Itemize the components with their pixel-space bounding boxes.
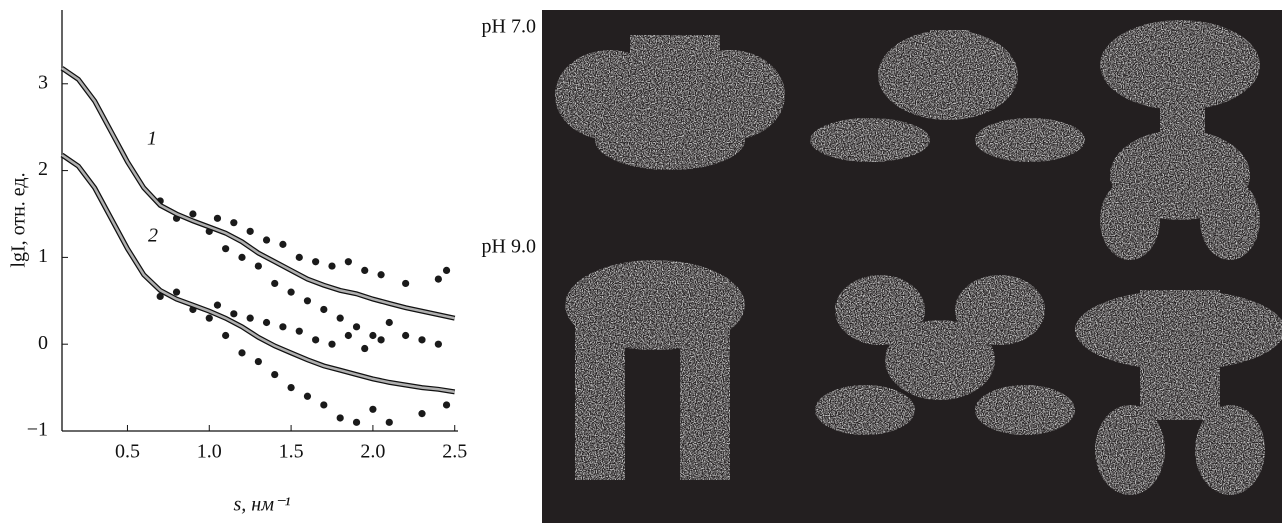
- data-point: [271, 371, 278, 378]
- data-point: [345, 258, 352, 265]
- data-point: [312, 336, 319, 343]
- data-point: [222, 245, 229, 252]
- data-point: [304, 393, 311, 400]
- y-tick-label: −1: [27, 419, 48, 441]
- data-point: [214, 302, 221, 309]
- data-point: [247, 315, 254, 322]
- data-point: [402, 332, 409, 339]
- data-point: [361, 267, 368, 274]
- data-point: [230, 310, 237, 317]
- data-point: [386, 319, 393, 326]
- data-point: [337, 414, 344, 421]
- data-point: [271, 280, 278, 287]
- data-point: [173, 289, 180, 296]
- data-point: [263, 236, 270, 243]
- data-point: [287, 289, 294, 296]
- data-point: [189, 210, 196, 217]
- fit-outline: [62, 155, 455, 392]
- data-point: [304, 297, 311, 304]
- fit-outline: [62, 68, 455, 318]
- data-point: [377, 336, 384, 343]
- data-point: [418, 410, 425, 417]
- data-point: [238, 349, 245, 356]
- row-label: pH 7.0: [482, 16, 536, 38]
- data-point: [296, 328, 303, 335]
- data-point: [222, 332, 229, 339]
- data-point: [435, 341, 442, 348]
- data-point: [328, 341, 335, 348]
- data-point: [337, 315, 344, 322]
- data-point: [206, 315, 213, 322]
- x-tick-label: 1.5: [279, 441, 304, 463]
- data-point: [312, 258, 319, 265]
- figure: pH 7.0 pH 9.0 s, нм⁻¹ lgI, отн. ед. −1 0 1…: [0, 0, 1282, 523]
- x-tick-label: 1.0: [197, 441, 222, 463]
- y-tick-label: 1: [38, 245, 48, 267]
- fit-line: [62, 68, 455, 318]
- data-point: [320, 306, 327, 313]
- curve-label: 2: [148, 225, 158, 247]
- data-point: [255, 358, 262, 365]
- page: pH 7.0 pH 9.0 s, нм⁻¹ lgI, отн. ед. −1 0 1…: [0, 0, 1282, 528]
- x-tick-label: 0.5: [115, 441, 140, 463]
- curve-label: 1: [147, 128, 157, 150]
- data-point: [263, 319, 270, 326]
- y-tick-label: 3: [38, 71, 48, 93]
- data-point: [287, 384, 294, 391]
- y-tick-label: 2: [38, 158, 48, 180]
- data-point: [443, 267, 450, 274]
- row-label: pH 9.0: [482, 236, 536, 258]
- data-point: [328, 262, 335, 269]
- data-point: [255, 262, 262, 269]
- data-point: [361, 345, 368, 352]
- data-point: [214, 215, 221, 222]
- data-point: [345, 332, 352, 339]
- y-axis-label: lgI, отн. ед.: [8, 172, 30, 267]
- data-point: [230, 219, 237, 226]
- fit-line: [62, 155, 455, 392]
- data-point: [402, 280, 409, 287]
- data-point: [369, 406, 376, 413]
- data-point: [369, 332, 376, 339]
- data-point: [279, 323, 286, 330]
- data-point: [279, 241, 286, 248]
- data-point: [386, 419, 393, 426]
- data-point: [238, 254, 245, 261]
- x-tick-label: 2.5: [442, 441, 467, 463]
- x-tick-label: 2.0: [360, 441, 385, 463]
- data-point: [247, 228, 254, 235]
- data-point: [435, 275, 442, 282]
- data-point: [353, 323, 360, 330]
- data-point: [418, 336, 425, 343]
- data-point: [296, 254, 303, 261]
- data-point: [377, 271, 384, 278]
- data-point: [320, 401, 327, 408]
- data-point: [443, 401, 450, 408]
- x-axis-label: s, нм⁻¹: [233, 494, 290, 516]
- data-point: [353, 419, 360, 426]
- y-tick-label: 0: [38, 332, 48, 354]
